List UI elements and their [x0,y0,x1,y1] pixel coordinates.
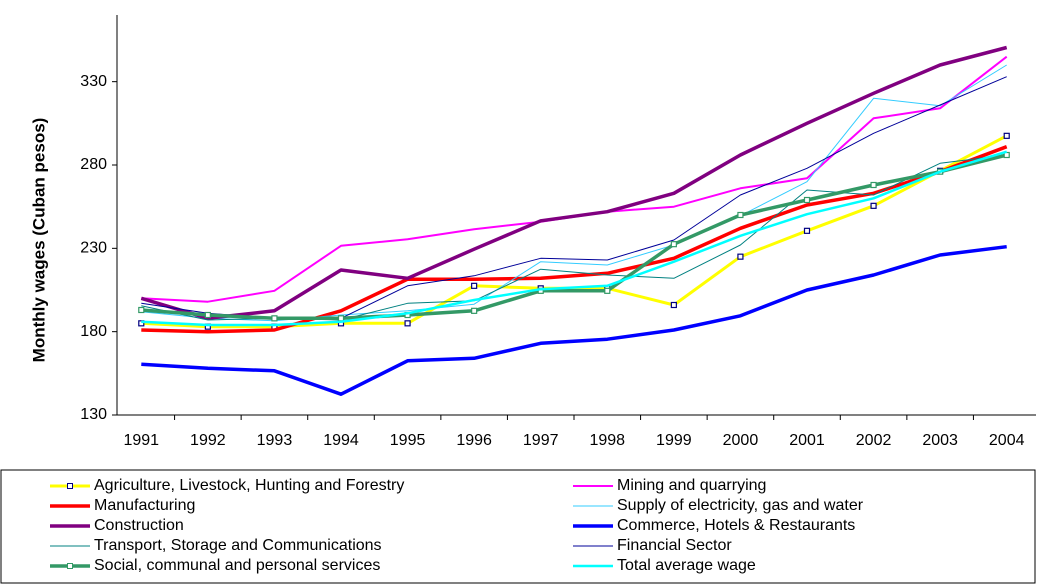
marker [271,315,278,322]
marker [870,181,877,189]
legend-label: Supply of electricity, gas and water [617,497,864,514]
x-tick-label: 1992 [190,432,226,449]
series-line [141,244,1007,396]
legend-label: Social, communal and personal services [94,557,380,574]
marker [1003,132,1010,139]
legend-box [0,469,1036,584]
y-tick-label: 130 [80,406,107,423]
marker [138,320,145,327]
legend-label: Construction [94,517,184,534]
y-tick-label: 180 [80,323,107,340]
legend-marker [67,483,73,489]
x-tick-label: 1996 [456,432,492,449]
marker [204,311,211,319]
legend-label: Commerce, Hotels & Restaurants [617,517,855,534]
marker [670,241,677,248]
series-line [141,153,1008,321]
y-tick-label: 230 [80,240,107,257]
series-line [141,134,1008,329]
legend-label: Financial Sector [617,537,732,554]
series-line [141,154,1007,321]
x-tick-label: 2000 [723,432,759,449]
marker [138,306,145,314]
x-tick-label: 1999 [656,432,692,449]
series-line [141,150,1008,327]
legend-label: Agriculture, Livestock, Hunting and Fore… [94,477,404,494]
x-tick-label: 1994 [323,432,359,449]
x-tick-label: 2003 [922,432,958,449]
legend-marker [67,563,73,569]
y-tick-label: 280 [80,156,107,173]
x-tick-label: 1991 [123,432,159,449]
marker [471,307,478,314]
legend-label: Mining and quarrying [617,477,766,494]
x-tick-label: 1995 [390,432,426,449]
marker [870,202,877,209]
marker [803,196,811,204]
legend-label: Manufacturing [94,497,195,514]
legend-label: Transport, Storage and Communications [94,537,382,554]
marker [337,315,345,322]
legend-label: Total average wage [617,557,756,574]
marker [604,287,611,294]
x-tick-label: 2004 [989,432,1025,449]
series-line [140,45,1008,321]
x-tick-label: 1993 [257,432,293,449]
x-tick-label: 1997 [523,432,559,449]
x-tick-label: 1998 [589,432,625,449]
x-tick-label: 2001 [789,432,825,449]
marker [737,253,744,260]
y-axis-label: Monthly wages (Cuban pesos) [29,118,48,363]
y-tick-label: 330 [80,73,107,90]
series-line [141,145,1008,334]
marker [471,282,478,289]
marker [670,301,677,309]
marker [737,211,744,219]
x-tick-label: 2002 [856,432,892,449]
marker [803,227,811,234]
marker [404,320,411,327]
